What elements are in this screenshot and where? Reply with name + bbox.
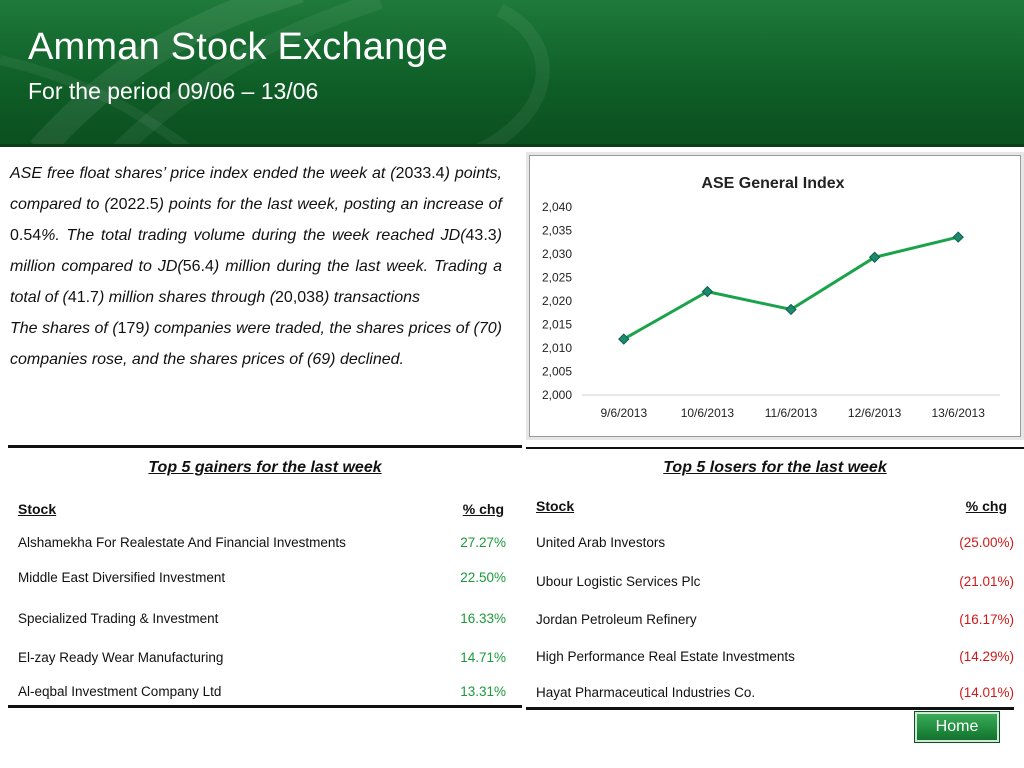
stock-name: El-zay Ready Wear Manufacturing <box>18 650 224 665</box>
y-tick-label: 2,030 <box>542 247 572 261</box>
y-tick-label: 2,035 <box>542 224 572 238</box>
weekly-summary: ASE free float shares’ price index ended… <box>10 158 502 375</box>
summary-text: ) million compared to JD( <box>10 227 502 275</box>
gainers-bottom-rule <box>8 705 522 708</box>
gainers-caption: Top 5 gainers for the last week <box>148 459 382 476</box>
header-banner: Amman Stock Exchange For the period 09/0… <box>0 0 1024 147</box>
page-title: Amman Stock Exchange <box>28 26 449 68</box>
losers-chg-header: % chg <box>965 498 1007 514</box>
percent-change: 16.33% <box>460 611 506 626</box>
y-tick-label: 2,015 <box>542 318 572 332</box>
index-close-value: 2033.4 <box>395 165 445 182</box>
percent-change: (16.17%) <box>959 612 1014 627</box>
chart-svg: ASE General Index 2,0002,0052,0102,0152,… <box>542 175 1000 420</box>
stock-name: High Performance Real Estate Investments <box>536 649 795 664</box>
x-tick-label: 13/6/2013 <box>932 406 986 420</box>
y-tick-label: 2,005 <box>542 365 572 379</box>
home-button[interactable]: Home <box>914 711 1000 743</box>
summary-paragraph-2: The shares of (179) companies were trade… <box>10 313 502 375</box>
series-markers <box>618 231 964 345</box>
data-point-marker <box>868 251 881 263</box>
page-subtitle: For the period 09/06 – 13/06 <box>28 78 319 104</box>
transactions-count: 20,038 <box>275 289 324 306</box>
x-tick-label: 12/6/2013 <box>848 406 902 420</box>
x-tick-label: 9/6/2013 <box>600 406 647 420</box>
summary-text: ) million during the last week. Trading … <box>10 258 502 306</box>
x-tick-label: 10/6/2013 <box>681 406 735 420</box>
table-row: Alshamekha For Realestate And Financial … <box>8 535 522 555</box>
index-previous-value: 2022.5 <box>109 196 159 213</box>
percent-change: (14.29%) <box>959 649 1014 664</box>
percent-change: (21.01%) <box>959 574 1014 589</box>
table-row: Middle East Diversified Investment 22.50% <box>8 570 522 590</box>
previous-volume-value: 56.4 <box>182 258 214 275</box>
gainers-stock-header: Stock <box>18 501 57 517</box>
y-tick-label: 2,020 <box>542 294 572 308</box>
data-point-marker <box>701 285 714 298</box>
y-tick-label: 2,025 <box>542 271 572 285</box>
summary-text: ) companies were traded, the shares pric… <box>10 320 502 368</box>
y-tick-label: 2,040 <box>542 200 572 214</box>
stock-name: Hayat Pharmaceutical Industries Co. <box>536 685 756 700</box>
stock-name: Al-eqbal Investment Company Ltd <box>18 684 222 699</box>
gainers-table: Top 5 gainers for the last week Stock % … <box>8 459 522 714</box>
summary-text: ASE free float shares’ price index ended… <box>10 165 396 182</box>
ase-index-chart: ASE General Index 2,000 2,005 2,010 2,015 2,… <box>529 155 1021 437</box>
stock-name: Alshamekha For Realestate And Financial … <box>18 535 346 550</box>
stock-name: United Arab Investors <box>536 535 666 550</box>
table-row: High Performance Real Estate Investments… <box>526 649 1024 669</box>
gainers-chg-header: % chg <box>462 501 504 517</box>
y-tick-label: 2,010 <box>542 341 572 355</box>
y-axis-ticks: 2,000 2,005 2,010 2,015 2,020 2,025 2,030 2,035… <box>542 200 572 402</box>
summary-paragraph-1: ASE free float shares’ price index ended… <box>10 158 502 313</box>
stock-name: Specialized Trading & Investment <box>18 611 219 626</box>
stock-name: Ubour Logistic Services Plc <box>536 574 701 589</box>
losers-caption: Top 5 losers for the last week <box>663 459 887 476</box>
x-axis-ticks: 9/6/2013 10/6/2013 11/6/2013 12/6/2013 13/6/… <box>600 406 985 420</box>
data-point-marker <box>618 333 630 345</box>
percent-change: 13.31% <box>460 684 506 699</box>
data-point-marker <box>952 231 964 243</box>
stock-name: Middle East Diversified Investment <box>18 570 226 585</box>
percent-change: 14.71% <box>460 650 506 665</box>
index-change-percent: 0.54 <box>10 227 42 244</box>
percent-change: (25.00%) <box>959 535 1014 550</box>
x-tick-label: 11/6/2013 <box>765 406 818 420</box>
table-row: United Arab Investors (25.00%) <box>526 535 1024 555</box>
summary-text: ) transactions <box>323 289 421 306</box>
summary-text: ) million shares through ( <box>98 289 276 306</box>
losers-stock-header: Stock <box>536 498 575 514</box>
table-row: Jordan Petroleum Refinery (16.17%) <box>526 612 1024 632</box>
table-row: Ubour Logistic Services Plc (21.01%) <box>526 574 1024 594</box>
banner-bottom-line <box>0 144 1024 147</box>
y-tick-label: 2,000 <box>542 388 572 402</box>
summary-text: ) points, compared to ( <box>10 165 502 213</box>
shares-traded-value: 41.7 <box>67 289 99 306</box>
chart-title: ASE General Index <box>701 175 844 192</box>
table-row: Hayat Pharmaceutical Industries Co. (14.0… <box>526 685 1024 705</box>
companies-traded-count: 179 <box>117 320 145 337</box>
losers-table: Top 5 losers for the last week Stock % c… <box>526 459 1024 714</box>
losers-bottom-rule <box>526 707 1014 710</box>
percent-change: 27.27% <box>460 535 506 550</box>
percent-change: (14.01%) <box>959 685 1014 700</box>
stock-name: Jordan Petroleum Refinery <box>536 612 697 627</box>
percent-change: 22.50% <box>460 570 506 585</box>
summary-text: The shares of ( <box>10 320 118 337</box>
data-point-marker <box>785 303 797 316</box>
banner-decoration <box>0 0 550 147</box>
summary-divider <box>8 445 522 448</box>
table-row: Al-eqbal Investment Company Ltd 13.31% <box>8 684 522 704</box>
chart-divider <box>526 447 1024 449</box>
trading-volume-value: 43.3 <box>465 227 497 244</box>
summary-text: ) points for the last week, posting an i… <box>158 196 502 213</box>
series-line <box>623 235 959 341</box>
summary-text: %. The total trading volume during the w… <box>41 227 466 244</box>
table-row: El-zay Ready Wear Manufacturing 14.71% <box>8 650 522 670</box>
table-row: Specialized Trading & Investment 16.33% <box>8 611 522 631</box>
